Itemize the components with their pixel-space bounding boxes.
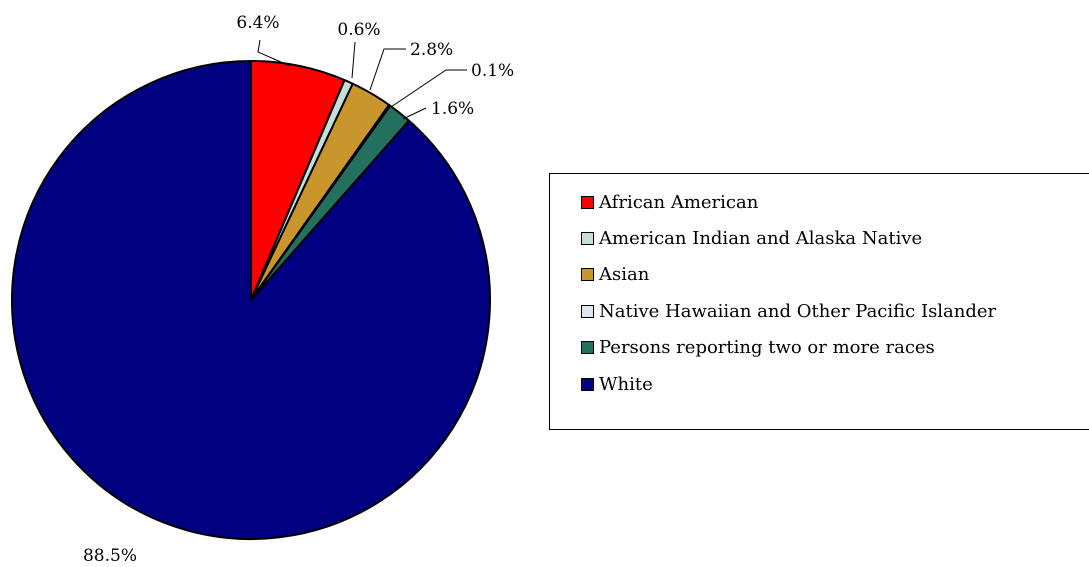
data-label: 0.6% [337, 20, 380, 40]
legend-item-native-hawaiian-pacific-islander: Native Hawaiian and Other Pacific Island… [581, 293, 1089, 329]
leader-lines [257, 39, 467, 120]
leader-line [402, 107, 427, 120]
data-label: 0.1% [471, 61, 514, 81]
legend-swatch [581, 304, 594, 318]
data-labels: 6.4% 0.6% 2.8% 0.1% 1.6% 88.5% [83, 13, 514, 566]
pie-slice-white [11, 60, 491, 540]
legend-item-african-american: African American [581, 184, 1089, 220]
data-label: 6.4% [236, 13, 279, 33]
legend-item-asian: Asian [581, 257, 1089, 293]
legend-label: Persons reporting two or more races [599, 337, 935, 359]
leader-line [351, 41, 356, 79]
legend-swatch [581, 195, 594, 209]
data-label: 1.6% [431, 99, 474, 119]
chart-legend: African American American Indian and Ala… [549, 173, 1089, 430]
data-label: 2.8% [410, 40, 453, 60]
leader-line [369, 48, 406, 91]
legend-swatch [581, 377, 594, 391]
legend-label: American Indian and Alaska Native [599, 228, 923, 250]
legend-item-white: White [581, 366, 1089, 402]
legend-label: African American [599, 191, 759, 213]
leader-line [390, 69, 467, 108]
legend-label: Native Hawaiian and Other Pacific Island… [599, 300, 997, 322]
leader-line [257, 39, 291, 67]
legend-label: White [599, 373, 653, 395]
legend-label: Asian [599, 264, 650, 286]
legend-item-american-indian-alaska-native: American Indian and Alaska Native [581, 220, 1089, 256]
legend-swatch [581, 268, 594, 282]
legend-swatch [581, 341, 594, 355]
data-label: 88.5% [83, 546, 137, 566]
pie-slices [11, 60, 491, 540]
legend-swatch [581, 232, 594, 246]
legend-item-two-or-more-races: Persons reporting two or more races [581, 330, 1089, 366]
